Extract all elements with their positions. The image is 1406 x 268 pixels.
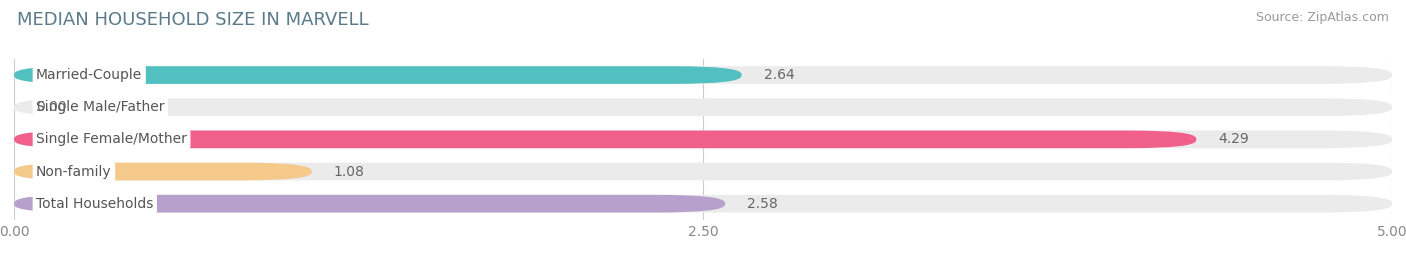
Text: 2.64: 2.64: [763, 68, 794, 82]
Text: Married-Couple: Married-Couple: [37, 68, 142, 82]
FancyBboxPatch shape: [14, 163, 1392, 180]
FancyBboxPatch shape: [14, 195, 1392, 213]
FancyBboxPatch shape: [14, 98, 1392, 116]
FancyBboxPatch shape: [14, 195, 725, 213]
Text: 1.08: 1.08: [333, 165, 364, 178]
FancyBboxPatch shape: [14, 66, 1392, 84]
Text: Source: ZipAtlas.com: Source: ZipAtlas.com: [1256, 11, 1389, 24]
Text: 4.29: 4.29: [1219, 132, 1249, 146]
Text: Total Households: Total Households: [37, 197, 153, 211]
FancyBboxPatch shape: [14, 163, 312, 180]
Text: Single Female/Mother: Single Female/Mother: [37, 132, 187, 146]
FancyBboxPatch shape: [14, 66, 741, 84]
FancyBboxPatch shape: [14, 131, 1392, 148]
Text: Non-family: Non-family: [37, 165, 111, 178]
FancyBboxPatch shape: [14, 131, 1197, 148]
Text: 2.58: 2.58: [747, 197, 778, 211]
Text: Single Male/Father: Single Male/Father: [37, 100, 165, 114]
Text: 0.00: 0.00: [37, 100, 66, 114]
Text: MEDIAN HOUSEHOLD SIZE IN MARVELL: MEDIAN HOUSEHOLD SIZE IN MARVELL: [17, 11, 368, 29]
